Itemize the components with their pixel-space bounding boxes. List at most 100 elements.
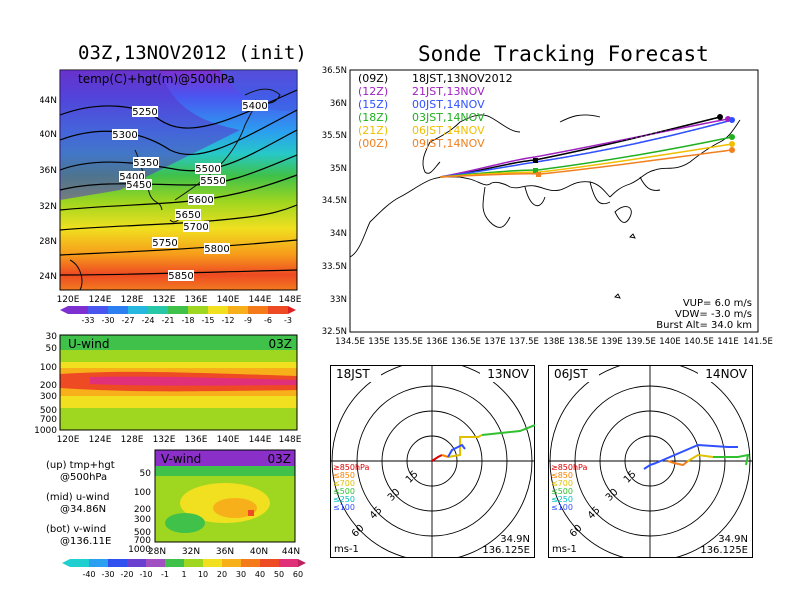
svg-text:21JST,13NOV: 21JST,13NOV <box>412 85 485 98</box>
pressure-tick: 700 <box>40 415 57 425</box>
lon-label: 144E <box>249 295 272 305</box>
sonde-track-map: (09Z) 18JST,13NOV2012 (12Z) 21JST,13NOV … <box>322 66 773 347</box>
lon-label: 136E <box>185 435 208 445</box>
colorbar-tick: -33 <box>81 316 94 325</box>
map-field-label: temp(C)+hgt(m)@500hPa <box>78 72 235 86</box>
pressure-tick: 100 <box>40 363 57 373</box>
lon-label: 139E <box>601 337 623 347</box>
track-legend-item: (12Z) 21JST,13NOV <box>358 85 485 98</box>
pressure-tick: 500 <box>40 406 57 416</box>
left-title: 03Z,13NOV2012 (init) <box>78 42 307 64</box>
hodograph-level-legend: ≥850hPa ≤850 ≤700 ≤500 ≤250 ≤100 <box>551 463 588 512</box>
colorbar-tick: 20 <box>217 570 227 579</box>
legend-bot-line2: @136.11E <box>60 536 112 547</box>
colorbar-tick: -18 <box>181 316 194 325</box>
contour-label: 5750 <box>152 237 178 249</box>
svg-text:00JST,14NOV: 00JST,14NOV <box>412 98 485 111</box>
hodograph-lon: 136.125E <box>700 545 748 556</box>
contour-label: 5350 <box>133 157 159 169</box>
panel-legend: (up) tmp+hgt @500hPa (mid) u-wind @34.86… <box>46 460 115 548</box>
v-wind-panel: V-wind 03Z 50 100 200 300 500 700 1000 2… <box>128 449 300 557</box>
contour-label: 5250 <box>132 106 158 118</box>
colorbar-tick: -27 <box>121 316 134 325</box>
svg-text:≤100: ≤100 <box>333 503 355 512</box>
pressure-tick: 200 <box>40 381 57 391</box>
lon-label: 140E <box>659 337 681 347</box>
hodograph-lat: 34.9N <box>500 534 530 545</box>
u-wind-time: 03Z <box>269 337 293 351</box>
pressure-tick: 200 <box>134 505 151 515</box>
svg-text:≤500: ≤500 <box>333 487 355 496</box>
colorbar-tick: 30 <box>236 570 246 579</box>
lon-label: 120E <box>57 435 80 445</box>
lat-label: 35.5N <box>322 131 347 141</box>
lat-label: 33N <box>330 295 347 305</box>
colorbar-tick: 1 <box>181 570 186 579</box>
lon-label: 140E <box>217 295 240 305</box>
svg-text:5600: 5600 <box>188 195 213 206</box>
svg-text:5350: 5350 <box>133 158 158 169</box>
svg-text:13NOV: 13NOV <box>487 367 529 381</box>
colorbar-tick: -40 <box>82 570 95 579</box>
svg-text:≤850: ≤850 <box>333 471 355 480</box>
pressure-tick: 1000 <box>128 545 151 555</box>
svg-text:5800: 5800 <box>204 244 229 255</box>
pressure-tick: 50 <box>46 344 58 354</box>
lat-label: 33.5N <box>322 262 347 272</box>
lon-label: 144E <box>249 435 272 445</box>
v-wind-time: 03Z <box>268 452 292 466</box>
lon-label: 137.5E <box>509 337 539 347</box>
lon-label: 124E <box>89 435 112 445</box>
lat-label: 24N <box>40 272 57 282</box>
lat-label: 40N <box>250 547 268 557</box>
lon-label: 136E <box>426 337 448 347</box>
lon-label: 140E <box>217 435 240 445</box>
hodograph-left: 15 30 45 60 18JST 13NOV ≥850hPa ≤850 ≤70… <box>330 365 535 558</box>
svg-text:5850: 5850 <box>168 271 193 282</box>
colorbar-tick: 40 <box>255 570 265 579</box>
svg-text:≤500: ≤500 <box>551 487 573 496</box>
vdw-text: VDW= -3.0 m/s <box>675 309 752 320</box>
svg-text:03JST,14NOV: 03JST,14NOV <box>412 111 485 124</box>
colorbar-tick: -21 <box>161 316 174 325</box>
track-legend-item: (00Z) 09JST,14NOV <box>358 137 485 150</box>
pressure-tick: 300 <box>40 392 57 402</box>
right-title: Sonde Tracking Forecast <box>418 42 709 66</box>
temp-height-map: 5250 5300 5350 5400 5450 5400 5500 5550 … <box>40 69 302 325</box>
lon-label: 148E <box>279 435 302 445</box>
svg-text:18JST: 18JST <box>336 367 370 381</box>
svg-text:≤100: ≤100 <box>551 503 573 512</box>
pressure-tick: 300 <box>134 515 151 525</box>
lat-label: 32N <box>182 547 200 557</box>
svg-text:(15Z): (15Z) <box>358 98 388 111</box>
lon-label: 141.5E <box>743 337 773 347</box>
lon-label: 132E <box>153 435 176 445</box>
temperature-colorbar: -33 -30 -27 -24 -21 -18 -15 -12 -9 -6 -3 <box>60 306 296 325</box>
svg-text:5300: 5300 <box>112 130 137 141</box>
lat-label: 36N <box>216 547 234 557</box>
hodograph-lon: 136.125E <box>482 545 530 556</box>
colorbar-tick: -3 <box>284 316 292 325</box>
colorbar-tick: 10 <box>198 570 208 579</box>
lat-label: 36N <box>330 99 347 109</box>
contour-label: 5450 <box>126 179 152 191</box>
svg-text:5700: 5700 <box>183 222 208 233</box>
lon-label: 148E <box>279 295 302 305</box>
svg-text:5400: 5400 <box>242 101 267 112</box>
svg-text:≥850hPa: ≥850hPa <box>333 463 370 472</box>
svg-text:(21Z): (21Z) <box>358 124 388 137</box>
lon-label: 132E <box>153 295 176 305</box>
lat-label: 28N <box>40 237 57 247</box>
contour-label: 5600 <box>188 194 214 206</box>
pressure-tick: 30 <box>46 332 58 342</box>
svg-text:5550: 5550 <box>200 176 225 187</box>
contour-label: 5400 <box>119 171 145 183</box>
track-legend-item: (09Z) 18JST,13NOV2012 <box>358 72 513 85</box>
svg-text:5450: 5450 <box>126 180 151 191</box>
contour-label: 5500 <box>195 163 221 175</box>
colorbar-tick: 50 <box>274 570 284 579</box>
wind-colorbar: -40 -30 -20 -10 -1 1 10 20 30 40 50 60 <box>62 559 306 579</box>
lon-label: 120E <box>57 295 80 305</box>
svg-text:14NOV: 14NOV <box>705 367 747 381</box>
burst-alt-text: Burst Alt= 34.0 km <box>656 320 752 331</box>
